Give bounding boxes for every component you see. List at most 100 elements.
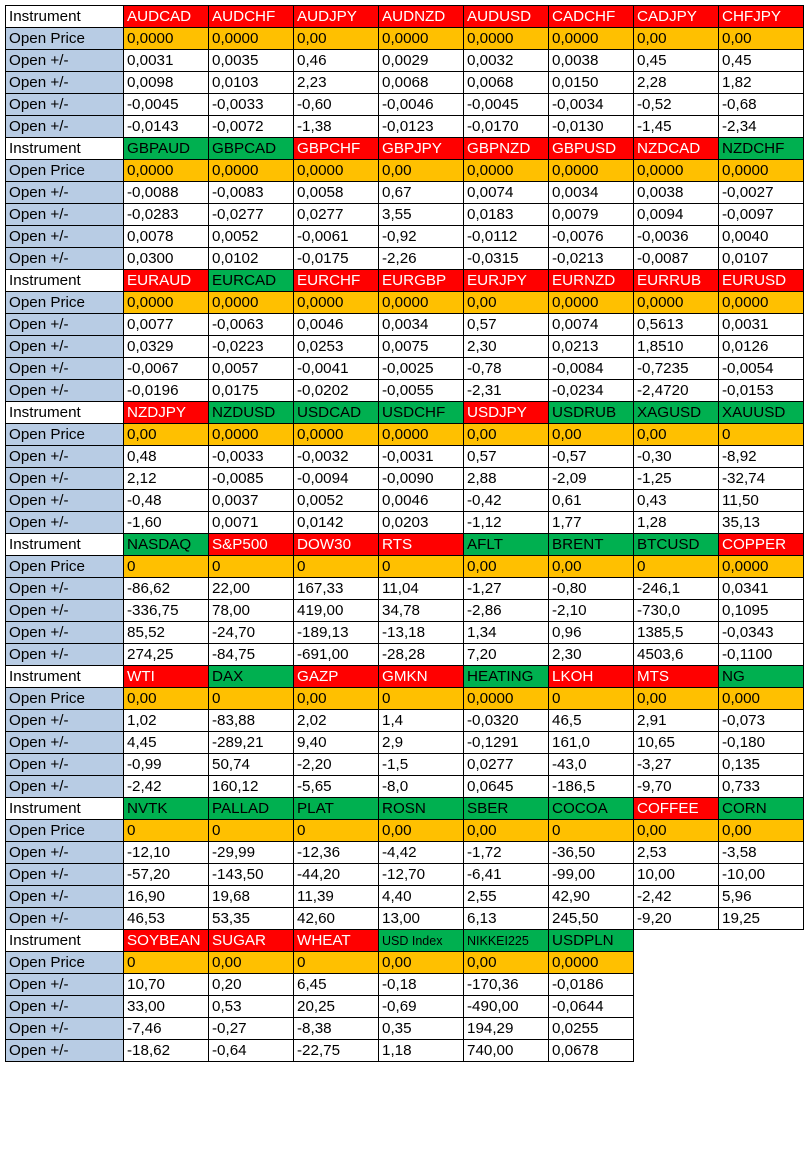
open-change-cell: 0,0142: [293, 511, 379, 534]
open-price-cell: 0: [293, 951, 379, 974]
open-change-cell: 13,00: [378, 907, 464, 930]
open-price-cell: 0,0000: [548, 951, 634, 974]
open-price-cell: 0,00: [293, 687, 379, 710]
open-change-cell: 0,45: [633, 49, 719, 72]
open-change-cell: 33,00: [123, 995, 209, 1018]
open-change-cell: 0,0038: [633, 181, 719, 204]
open-change-cell: -0,0153: [718, 379, 804, 402]
instrument-name-cell: S&P500: [208, 533, 294, 556]
open-change-cell: -0,52: [633, 93, 719, 116]
open-change-cell: 46,53: [123, 907, 209, 930]
open-change-cell: -691,00: [293, 643, 379, 666]
open-change-label: Open +/-: [5, 973, 124, 996]
open-change-cell: 2,30: [463, 335, 549, 358]
open-change-cell: -2,31: [463, 379, 549, 402]
open-change-cell: -0,0170: [463, 115, 549, 138]
open-change-cell: 0,0078: [123, 225, 209, 248]
instrument-name-cell: EURUSD: [718, 269, 804, 292]
instrument-name-cell: COPPER: [718, 533, 804, 556]
open-change-cell: -0,18: [378, 973, 464, 996]
open-change-cell: 0,0277: [293, 203, 379, 226]
instrument-name-cell: GBPAUD: [123, 137, 209, 160]
open-change-row: Open +/- 0,0300 0,0102 -0,0175 -2,26 -0,0315-…: [5, 247, 804, 270]
instrument-name-cell: CHFJPY: [718, 5, 804, 28]
open-change-cell: -13,18: [378, 621, 464, 644]
open-change-cell: -0,0072: [208, 115, 294, 138]
open-change-cell: -2,34: [718, 115, 804, 138]
open-change-cell: 4,45: [123, 731, 209, 754]
open-change-cell: -0,0083: [208, 181, 294, 204]
instrument-name-cell: SBER: [463, 797, 549, 820]
instrument-name-cell: USDPLN: [548, 929, 634, 952]
open-change-cell: -0,0055: [378, 379, 464, 402]
open-price-cell: 0,00: [633, 687, 719, 710]
open-change-cell: -0,0234: [548, 379, 634, 402]
open-change-cell: -0,0186: [548, 973, 634, 996]
open-change-cell: -0,0196: [123, 379, 209, 402]
instrument-name-cell: COCOA: [548, 797, 634, 820]
open-change-cell: 1,18: [378, 1039, 464, 1062]
open-change-cell: 0,0068: [463, 71, 549, 94]
open-change-cell: 2,88: [463, 467, 549, 490]
open-change-row: Open +/- 4,45 -289,21 9,40 2,9 -0,1291 161,0 10…: [5, 731, 804, 754]
instrument-name-cell: BTCUSD: [633, 533, 719, 556]
instrument-name-cell: EURGBP: [378, 269, 464, 292]
open-change-cell: -0,1291: [463, 731, 549, 754]
open-change-cell: -0,7235: [633, 357, 719, 380]
open-price-row: Open Price 0 0 0 0,00 0,00 0 0,00 0,00: [5, 819, 804, 842]
open-change-cell: 2,12: [123, 467, 209, 490]
open-change-cell: 10,65: [633, 731, 719, 754]
open-change-cell: 0,57: [463, 445, 549, 468]
open-change-cell: 0,0341: [718, 577, 804, 600]
instrument-name-cell: EURCHF: [293, 269, 379, 292]
open-change-row: Open +/- -18,62 -0,64 -22,75 1,18 740,00 0,067…: [5, 1039, 804, 1062]
open-change-label: Open +/-: [5, 753, 124, 776]
open-change-label: Open +/-: [5, 115, 124, 138]
open-price-cell: 0,00: [633, 819, 719, 842]
open-price-label: Open Price: [5, 423, 124, 446]
open-change-cell: -0,27: [208, 1017, 294, 1040]
open-price-cell: 0,0000: [208, 159, 294, 182]
open-change-label: Open +/-: [5, 621, 124, 644]
open-change-cell: -0,0175: [293, 247, 379, 270]
open-change-cell: -0,0112: [463, 225, 549, 248]
open-change-cell: -5,65: [293, 775, 379, 798]
open-price-label: Open Price: [5, 951, 124, 974]
open-change-row: Open +/- -0,0283 -0,0277 0,0277 3,55 0,0183 0,…: [5, 203, 804, 226]
open-change-cell: 0,45: [718, 49, 804, 72]
open-change-row: Open +/- -336,75 78,00 419,00 34,78 -2,86 -2,1…: [5, 599, 804, 622]
instrument-header-row: Instrument NASDAQ S&P500 DOW30 RTS AFLT BRENT B…: [5, 533, 804, 556]
open-change-cell: 2,02: [293, 709, 379, 732]
instrument-header-row: Instrument NZDJPY NZDUSD USDCAD USDCHF USDJPY…: [5, 401, 804, 424]
open-price-cell: 0: [718, 423, 804, 446]
open-change-label: Open +/-: [5, 1017, 124, 1040]
instrument-name-cell: LKOH: [548, 665, 634, 688]
open-price-cell: 0: [208, 819, 294, 842]
open-price-label: Open Price: [5, 159, 124, 182]
open-change-row: Open +/- -0,0088 -0,0083 0,0058 0,67 0,0074 0,…: [5, 181, 804, 204]
open-change-row: Open +/- -86,62 22,00 167,33 11,04 -1,27 -0,80…: [5, 577, 804, 600]
open-price-cell: 0,0000: [718, 291, 804, 314]
open-price-row: Open Price 0,0000 0,0000 0,0000 0,0000 0,00 0,…: [5, 291, 804, 314]
instrument-name-cell: AFLT: [463, 533, 549, 556]
open-change-cell: -1,72: [463, 841, 549, 864]
open-change-row: Open +/- 10,70 0,20 6,45 -0,18 -170,36 -0,0186: [5, 973, 804, 996]
open-change-cell: 11,04: [378, 577, 464, 600]
open-change-cell: 0,0102: [208, 247, 294, 270]
open-change-row: Open +/- -0,0196 0,0175 -0,0202 -0,0055 -2,31…: [5, 379, 804, 402]
open-change-cell: 35,13: [718, 511, 804, 534]
open-change-cell: 245,50: [548, 907, 634, 930]
open-change-cell: 419,00: [293, 599, 379, 622]
open-price-cell: 0,00: [463, 819, 549, 842]
open-change-cell: 1,8510: [633, 335, 719, 358]
instrument-table: Instrument AUDCAD AUDCHF AUDJPY AUDNZD AUDUSD…: [5, 5, 804, 1062]
open-price-cell: 0,0000: [123, 291, 209, 314]
instrument-name-cell: PLAT: [293, 797, 379, 820]
open-change-cell: 1,4: [378, 709, 464, 732]
instrument-name-cell: USDCHF: [378, 401, 464, 424]
open-change-cell: 3,55: [378, 203, 464, 226]
instrument-name-cell: GBPJPY: [378, 137, 464, 160]
open-price-cell: 0,00: [633, 27, 719, 50]
instrument-name-cell: DAX: [208, 665, 294, 688]
instrument-name-cell: CADJPY: [633, 5, 719, 28]
